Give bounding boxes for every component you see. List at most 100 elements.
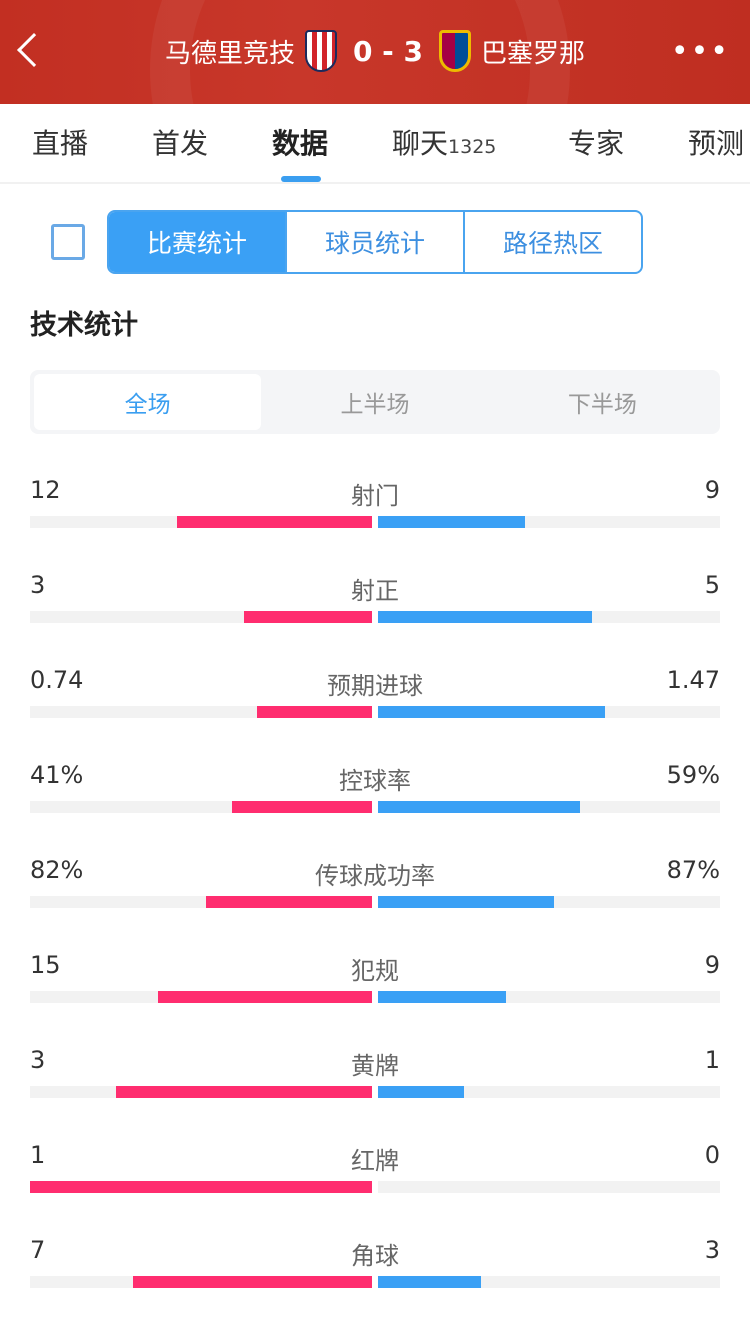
stat-row: 3 黄牌 1 bbox=[30, 1046, 720, 1106]
period-second-half[interactable]: 下半场 bbox=[567, 392, 637, 418]
away-value: 9 bbox=[704, 951, 720, 979]
away-value: 1 bbox=[704, 1046, 720, 1074]
away-value: 59% bbox=[666, 761, 720, 789]
home-bar-track bbox=[30, 611, 372, 623]
away-team-name: 巴塞罗那 bbox=[481, 38, 586, 69]
barcelona-crest-icon bbox=[439, 30, 472, 72]
away-bar-track bbox=[378, 896, 720, 908]
stats-type-switch: 比赛统计 球员统计 路径热区 bbox=[107, 210, 643, 274]
tab-prediction[interactable]: 预测 bbox=[688, 127, 745, 160]
tab-live[interactable]: 直播 bbox=[32, 127, 89, 160]
home-bar bbox=[115, 1086, 372, 1098]
stat-name: 射门 bbox=[351, 482, 399, 510]
home-bar bbox=[30, 1181, 372, 1193]
home-bar-track bbox=[30, 1086, 372, 1098]
home-value: 1 bbox=[30, 1141, 46, 1169]
home-bar-track bbox=[30, 801, 372, 813]
home-bar-track bbox=[30, 1276, 372, 1288]
away-bar bbox=[378, 706, 606, 718]
away-value: 9 bbox=[704, 476, 720, 504]
stat-name: 预期进球 bbox=[327, 672, 423, 700]
share-document-icon[interactable] bbox=[51, 224, 85, 260]
period-full[interactable]: 全场 bbox=[34, 374, 262, 430]
stat-name: 黄牌 bbox=[351, 1052, 399, 1080]
away-bar-track bbox=[378, 991, 720, 1003]
home-value: 3 bbox=[30, 571, 46, 599]
stat-row: 12 射门 9 bbox=[30, 476, 720, 536]
away-bar bbox=[378, 896, 555, 908]
tab-lineup[interactable]: 首发 bbox=[152, 127, 209, 160]
segment-player-stats[interactable]: 球员统计 bbox=[285, 212, 463, 272]
period-first-half[interactable]: 上半场 bbox=[340, 392, 410, 418]
tab-chat[interactable]: 聊天1325 bbox=[392, 122, 496, 162]
home-bar-track bbox=[30, 991, 372, 1003]
away-bar bbox=[378, 801, 580, 813]
away-bar-track bbox=[378, 706, 720, 718]
away-bar bbox=[378, 516, 525, 528]
stat-name: 红牌 bbox=[351, 1147, 399, 1175]
tab-chat-label: 聊天 bbox=[392, 127, 449, 160]
period-switch: 全场 上半场 下半场 bbox=[30, 370, 720, 434]
stat-row: 3 射正 5 bbox=[30, 571, 720, 631]
stat-row: 7 角球 3 bbox=[30, 1236, 720, 1296]
away-bar-track bbox=[378, 1086, 720, 1098]
stat-name: 传球成功率 bbox=[315, 862, 435, 890]
away-bar-track bbox=[378, 611, 720, 623]
header-decoration bbox=[150, 0, 570, 104]
stat-row: 82% 传球成功率 87% bbox=[30, 856, 720, 916]
away-bar bbox=[378, 611, 592, 623]
away-bar bbox=[378, 991, 507, 1003]
home-value: 82% bbox=[30, 856, 84, 884]
score: 0 - 3 bbox=[352, 34, 424, 68]
home-bar bbox=[132, 1276, 372, 1288]
stat-row: 15 犯规 9 bbox=[30, 951, 720, 1011]
chat-count: 1325 bbox=[448, 136, 497, 158]
stat-name: 犯规 bbox=[351, 957, 399, 985]
active-tab-indicator bbox=[281, 176, 321, 182]
away-value: 0 bbox=[704, 1141, 720, 1169]
home-bar bbox=[158, 991, 372, 1003]
section-title: 技术统计 bbox=[30, 310, 138, 341]
tab-bar: 直播 首发 数据 聊天1325 专家 预测 bbox=[0, 104, 750, 184]
more-icon[interactable]: ••• bbox=[670, 34, 730, 69]
away-bar-track bbox=[378, 516, 720, 528]
home-bar-track bbox=[30, 1181, 372, 1193]
home-value: 12 bbox=[30, 476, 61, 504]
home-bar bbox=[231, 801, 372, 813]
home-bar-track bbox=[30, 896, 372, 908]
atletico-crest-icon bbox=[304, 30, 337, 72]
segment-match-stats[interactable]: 比赛统计 bbox=[109, 212, 285, 272]
away-bar-track bbox=[378, 801, 720, 813]
away-value: 87% bbox=[666, 856, 720, 884]
home-value: 15 bbox=[30, 951, 61, 979]
away-bar bbox=[378, 1086, 464, 1098]
tab-data[interactable]: 数据 bbox=[272, 127, 329, 160]
home-bar bbox=[243, 611, 372, 623]
home-bar bbox=[206, 896, 372, 908]
stat-row: 0.74 预期进球 1.47 bbox=[30, 666, 720, 726]
home-bar-track bbox=[30, 516, 372, 528]
stat-row: 1 红牌 0 bbox=[30, 1141, 720, 1201]
stat-row: 41% 控球率 59% bbox=[30, 761, 720, 821]
stat-name: 角球 bbox=[351, 1242, 399, 1270]
home-value: 0.74 bbox=[30, 666, 84, 694]
away-value: 3 bbox=[704, 1236, 720, 1264]
home-bar-track bbox=[30, 706, 372, 718]
segment-heatmap[interactable]: 路径热区 bbox=[463, 212, 641, 272]
home-bar bbox=[257, 706, 372, 718]
home-value: 7 bbox=[30, 1236, 46, 1264]
home-value: 3 bbox=[30, 1046, 46, 1074]
match-title: 马德里竞技 0 - 3 巴塞罗那 bbox=[0, 30, 750, 72]
home-value: 41% bbox=[30, 761, 84, 789]
away-value: 1.47 bbox=[666, 666, 720, 694]
home-team-name: 马德里竞技 bbox=[164, 38, 295, 69]
away-value: 5 bbox=[704, 571, 720, 599]
stat-name: 射正 bbox=[351, 577, 399, 605]
home-bar bbox=[176, 516, 372, 528]
away-bar-track bbox=[378, 1276, 720, 1288]
away-bar bbox=[378, 1276, 481, 1288]
tab-experts[interactable]: 专家 bbox=[568, 127, 625, 160]
stat-name: 控球率 bbox=[339, 767, 411, 795]
match-header: 马德里竞技 0 - 3 巴塞罗那 ••• bbox=[0, 0, 750, 104]
away-bar-track bbox=[378, 1181, 720, 1193]
